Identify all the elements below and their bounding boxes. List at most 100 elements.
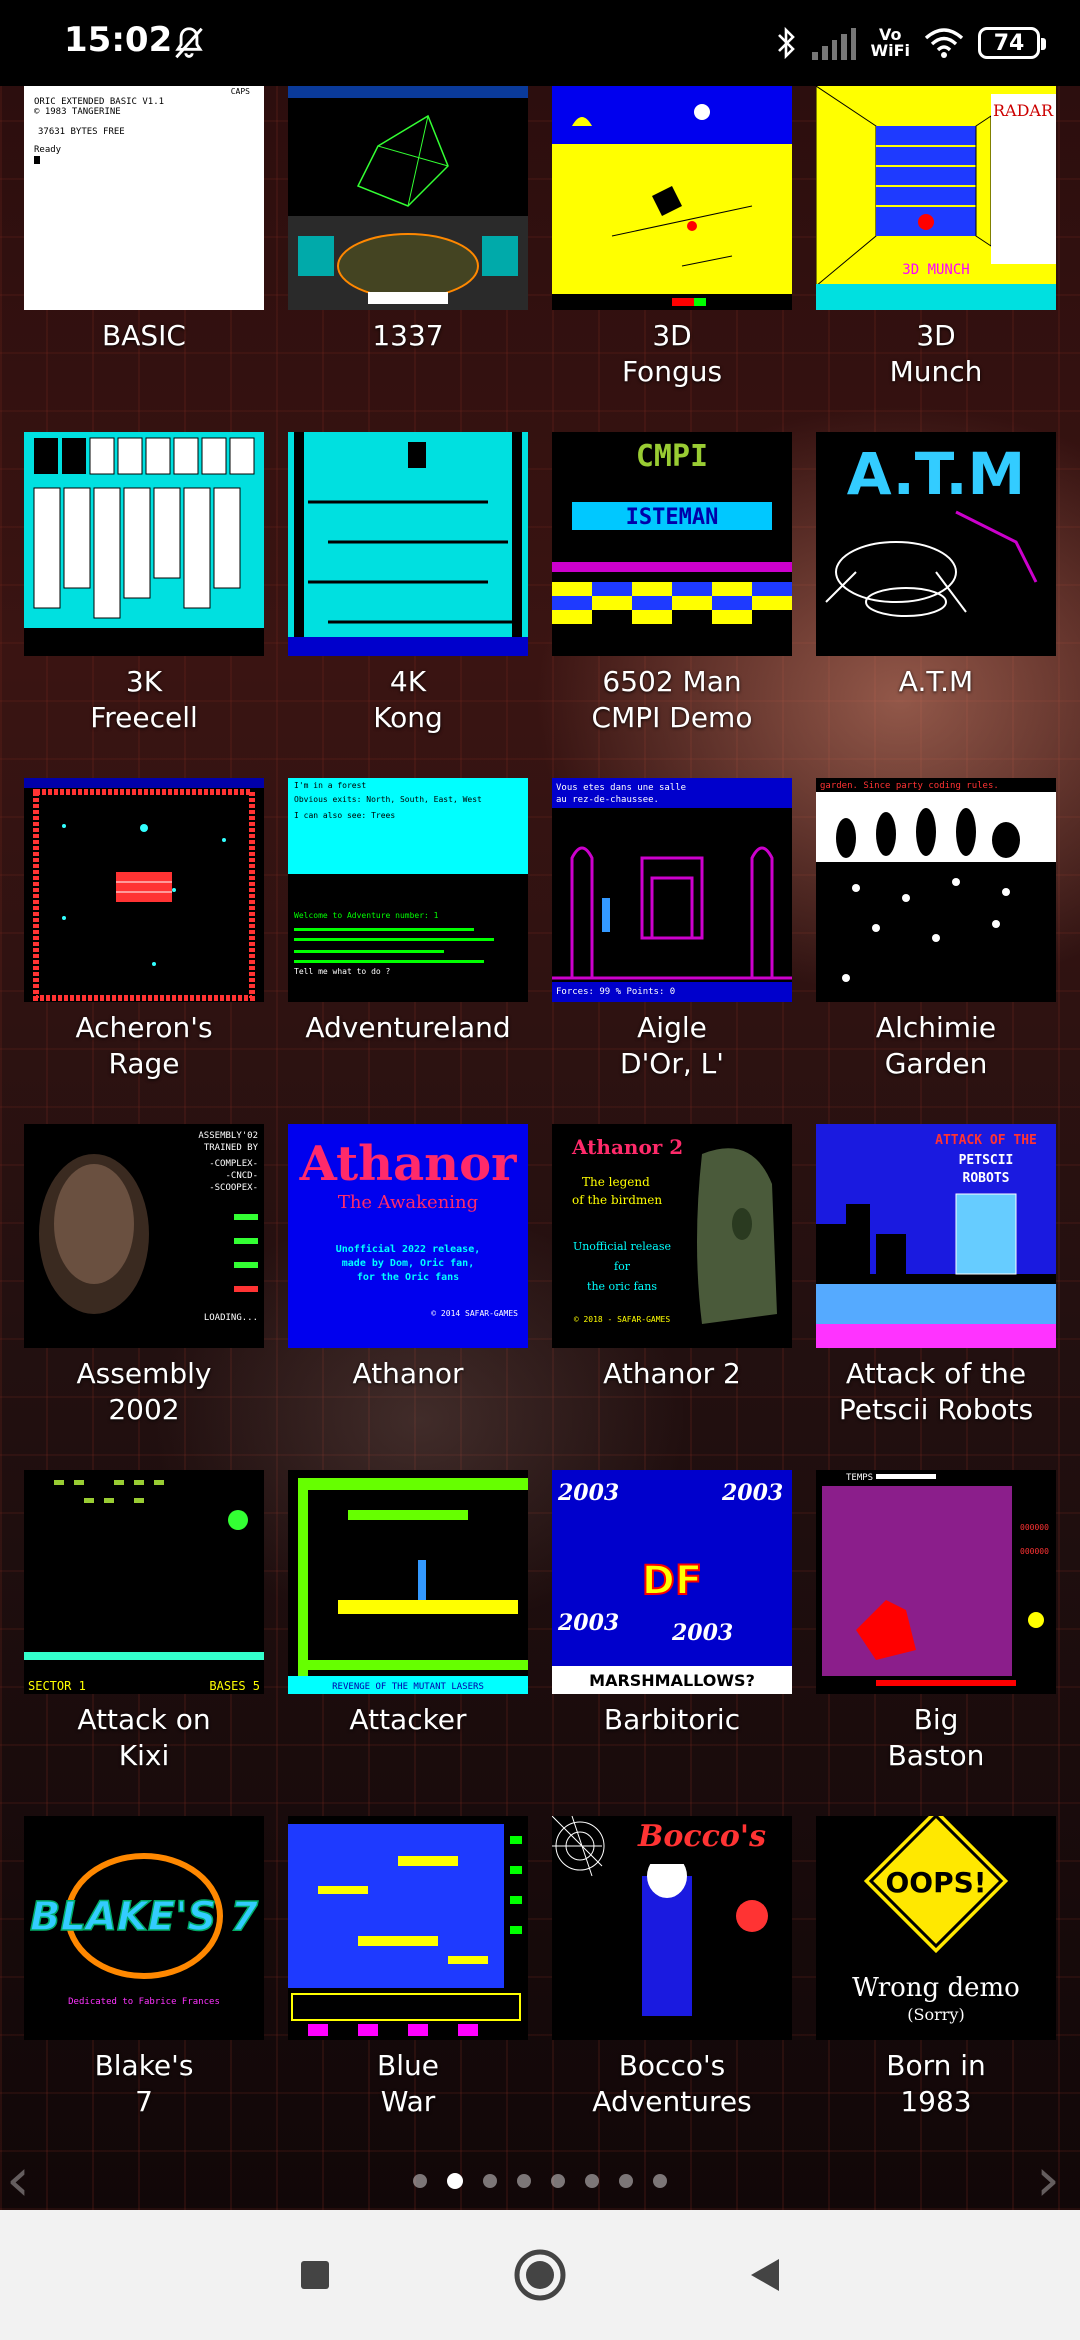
app-icon-attack-petscii-robots[interactable]: ATTACK OF THE PETSCII ROBOTS Attack of t…	[804, 1124, 1068, 1464]
app-label: Acheron's Rage	[75, 1011, 213, 1080]
page-dot[interactable]	[483, 2174, 497, 2188]
svg-text:ATTACK OF THE: ATTACK OF THE	[935, 1133, 1037, 1148]
battery-indicator: 74	[978, 27, 1046, 59]
svg-text:Athanor: Athanor	[299, 1136, 517, 1192]
svg-text:MARSHMALLOWS?: MARSHMALLOWS?	[589, 1671, 755, 1690]
thumbnail: BLAKE'S 7 Dedicated to Fabrice Frances	[24, 1816, 264, 2040]
thumbnail	[24, 432, 264, 656]
svg-text:made by Dom, Oric fan,: made by Dom, Oric fan,	[342, 1257, 474, 1269]
app-label: 3D Fongus	[621, 319, 723, 388]
app-icon-4k-kong[interactable]: 4K Kong	[276, 432, 540, 772]
svg-text:ISTEMAN: ISTEMAN	[626, 505, 719, 530]
thumbnail: Athanor 2 The legend of the birdmen Unof…	[552, 1124, 792, 1348]
app-icon-basic[interactable]: CAPS ORIC EXTENDED BASIC V1.1 © 1983 TAN…	[12, 86, 276, 426]
app-icon-3d-munch[interactable]: RADAR 3D MUNCH 3D Munch	[804, 86, 1068, 426]
app-icon-athanor-2[interactable]: Athanor 2 The legend of the birdmen Unof…	[540, 1124, 804, 1464]
svg-text:Tell me what to do ?: Tell me what to do ?	[294, 967, 391, 976]
back-button[interactable]	[735, 2245, 795, 2305]
app-icon-6502-man[interactable]: CMPI ISTEMAN 6502 Man CMPI Demo	[540, 432, 804, 772]
battery-level: 74	[993, 30, 1025, 56]
page-dot[interactable]	[619, 2174, 633, 2188]
page-dot[interactable]	[551, 2174, 565, 2188]
app-label: Attacker	[349, 1703, 467, 1736]
page-dot[interactable]	[653, 2174, 667, 2188]
app-label: BASIC	[102, 319, 186, 352]
app-icon-3d-fongus[interactable]: 3D Fongus	[540, 86, 804, 426]
svg-text:au rez-de-chaussee.: au rez-de-chaussee.	[556, 795, 659, 805]
app-icon-alchimie-garden[interactable]: garden. Since party coding rules. Alchim…	[804, 778, 1068, 1118]
vowifi-label: Vo WiFi	[870, 25, 910, 60]
svg-text:2003: 2003	[721, 1480, 783, 1506]
app-icon-born-in-1983[interactable]: OOPS! Wrong demo (Sorry) Born in 1983	[804, 1816, 1068, 2156]
svg-text:LOADING...: LOADING...	[204, 1313, 258, 1323]
thumbnail: TEMPS 000000 000000	[816, 1470, 1056, 1694]
app-label: Blue War	[377, 2049, 439, 2118]
thumbnail: ASSEMBLY'02 TRAINED BY -COMPLEX- -CNCD- …	[24, 1124, 264, 1348]
wifi-icon	[924, 28, 964, 58]
svg-text:2003: 2003	[557, 1610, 619, 1636]
recents-button[interactable]	[285, 2245, 345, 2305]
next-page-chevron-icon[interactable]: ›	[1036, 2145, 1060, 2215]
svg-text:I'm in a forest: I'm in a forest	[294, 781, 366, 790]
bluetooth-icon	[778, 26, 796, 60]
app-icon-barbitoric[interactable]: 2003 2003 2003 2003 DF MARSHMALLOWS? Bar…	[540, 1470, 804, 1810]
svg-text:of the birdmen: of the birdmen	[572, 1193, 662, 1207]
svg-text:© 2014 SAFAR-GAMES: © 2014 SAFAR-GAMES	[431, 1309, 518, 1318]
app-icon-athanor[interactable]: Athanor The Awakening Unofficial 2022 re…	[276, 1124, 540, 1464]
app-label: Attack of the Petscii Robots	[838, 1357, 1034, 1426]
thumbnail: garden. Since party coding rules.	[816, 778, 1056, 1002]
svg-text:The Awakening: The Awakening	[338, 1192, 478, 1213]
app-icon-aigle-dor[interactable]: Vous etes dans une salle au rez-de-chaus…	[540, 778, 804, 1118]
page-dot[interactable]	[585, 2174, 599, 2188]
app-icon-adventureland[interactable]: I'm in a forest Obvious exits: North, So…	[276, 778, 540, 1118]
svg-text:SECTOR 1: SECTOR 1	[28, 1679, 86, 1693]
page-indicator	[0, 2166, 1080, 2196]
app-icon-big-baston[interactable]: TEMPS 000000 000000 Big Baston	[804, 1470, 1068, 1810]
app-icon-blakes-7[interactable]: BLAKE'S 7 Dedicated to Fabrice Frances B…	[12, 1816, 276, 2156]
app-icon-acherons-rage[interactable]: Acheron's Rage	[12, 778, 276, 1118]
svg-text:for the Oric fans: for the Oric fans	[357, 1271, 459, 1283]
thumbnail: CMPI ISTEMAN	[552, 432, 792, 656]
app-icon-3k-freecell[interactable]: 3K Freecell	[12, 432, 276, 772]
app-icon-atm[interactable]: A.T.M A.T.M	[804, 432, 1068, 772]
app-icon-blue-war[interactable]: Blue War	[276, 1816, 540, 2156]
thumbnail: ATTACK OF THE PETSCII ROBOTS	[816, 1124, 1056, 1348]
app-icon-assembly-2002[interactable]: ASSEMBLY'02 TRAINED BY -COMPLEX- -CNCD- …	[12, 1124, 276, 1464]
app-label: Adventureland	[305, 1011, 511, 1044]
svg-text:RADAR: RADAR	[993, 101, 1054, 120]
thumbnail: REVENGE OF THE MUTANT LASERS	[288, 1470, 528, 1694]
app-icon-attack-on-kixi[interactable]: SECTOR 1 BASES 5 Attack on Kixi	[12, 1470, 276, 1810]
app-label: Bocco's Adventures	[592, 2049, 752, 2118]
previous-page-chevron-icon[interactable]: ‹	[6, 2145, 30, 2215]
thumbnail: Athanor The Awakening Unofficial 2022 re…	[288, 1124, 528, 1348]
page-dot[interactable]	[517, 2174, 531, 2188]
svg-text:PETSCII: PETSCII	[959, 1153, 1014, 1168]
svg-text:2003: 2003	[557, 1480, 619, 1506]
app-label: 1337	[372, 319, 444, 352]
thumbnail: I'm in a forest Obvious exits: North, So…	[288, 778, 528, 1002]
thumbnail: Vous etes dans une salle au rez-de-chaus…	[552, 778, 792, 1002]
thumbnail: A.T.M	[816, 432, 1056, 656]
app-label: Alchimie Garden	[875, 1011, 997, 1080]
app-icon-boccos-adventures[interactable]: Bocco's Bocco's Adventures	[540, 1816, 804, 2156]
triangle-back-icon	[751, 2259, 779, 2291]
home-button[interactable]	[510, 2245, 570, 2305]
app-icon-attacker[interactable]: REVENGE OF THE MUTANT LASERS Attacker	[276, 1470, 540, 1810]
svg-text:A.T.M: A.T.M	[847, 440, 1026, 508]
svg-text:Unofficial 2022 release,: Unofficial 2022 release,	[336, 1243, 481, 1255]
app-icon-1337[interactable]: 1337	[276, 86, 540, 426]
svg-text:Forces: 99 % Points: 0: Forces: 99 % Points: 0	[556, 987, 675, 997]
bell-off-icon	[175, 27, 203, 59]
app-label: 6502 Man CMPI Demo	[591, 665, 753, 734]
app-label: Athanor 2	[603, 1357, 741, 1390]
svg-text:garden. Since party coding rul: garden. Since party coding rules.	[820, 781, 999, 791]
svg-text:Obvious exits: North, South, E: Obvious exits: North, South, East, West	[294, 795, 482, 804]
app-label: Aigle D'Or, L'	[620, 1011, 724, 1080]
page-dot-active[interactable]	[447, 2173, 463, 2189]
svg-text:The legend: The legend	[582, 1175, 650, 1189]
thumbnail	[288, 432, 528, 656]
svg-text:Welcome to Adventure number: 1: Welcome to Adventure number: 1	[294, 911, 439, 920]
page-dot[interactable]	[413, 2174, 427, 2188]
svg-text:ORIC EXTENDED BASIC V1.1: ORIC EXTENDED BASIC V1.1	[34, 97, 164, 107]
svg-text:3D MUNCH: 3D MUNCH	[902, 262, 969, 278]
